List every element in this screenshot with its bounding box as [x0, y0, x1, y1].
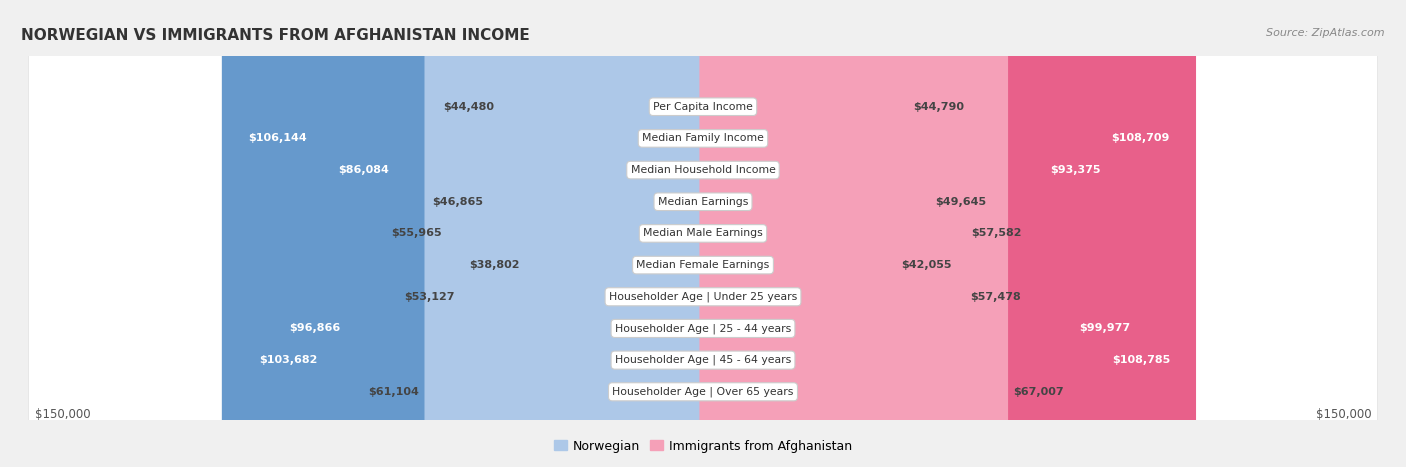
FancyBboxPatch shape	[28, 0, 1378, 467]
FancyBboxPatch shape	[699, 0, 896, 467]
Text: $108,785: $108,785	[1112, 355, 1170, 365]
Text: Median Earnings: Median Earnings	[658, 197, 748, 207]
Text: $53,127: $53,127	[405, 292, 456, 302]
FancyBboxPatch shape	[28, 0, 1378, 467]
Text: $42,055: $42,055	[901, 260, 952, 270]
Text: $150,000: $150,000	[35, 408, 90, 421]
FancyBboxPatch shape	[699, 0, 1195, 467]
FancyBboxPatch shape	[28, 0, 1378, 467]
Legend: Norwegian, Immigrants from Afghanistan: Norwegian, Immigrants from Afghanistan	[550, 435, 856, 458]
FancyBboxPatch shape	[499, 0, 707, 467]
Text: $150,000: $150,000	[1316, 408, 1371, 421]
FancyBboxPatch shape	[28, 0, 1378, 467]
FancyBboxPatch shape	[28, 0, 1378, 467]
Text: $57,478: $57,478	[970, 292, 1021, 302]
FancyBboxPatch shape	[699, 0, 966, 467]
Text: $93,375: $93,375	[1050, 165, 1101, 175]
FancyBboxPatch shape	[699, 0, 1008, 467]
FancyBboxPatch shape	[488, 0, 707, 467]
Text: Householder Age | Over 65 years: Householder Age | Over 65 years	[612, 387, 794, 397]
FancyBboxPatch shape	[233, 0, 707, 467]
Text: Median Male Earnings: Median Male Earnings	[643, 228, 763, 239]
Text: $108,709: $108,709	[1111, 134, 1170, 143]
Text: Householder Age | Under 25 years: Householder Age | Under 25 years	[609, 291, 797, 302]
Text: Median Household Income: Median Household Income	[630, 165, 776, 175]
Text: $38,802: $38,802	[470, 260, 519, 270]
Text: $106,144: $106,144	[247, 134, 307, 143]
Text: Householder Age | 25 - 44 years: Householder Age | 25 - 44 years	[614, 323, 792, 334]
Text: Per Capita Income: Per Capita Income	[652, 102, 754, 112]
Text: Median Female Earnings: Median Female Earnings	[637, 260, 769, 270]
Text: $46,865: $46,865	[432, 197, 484, 207]
FancyBboxPatch shape	[699, 0, 929, 467]
FancyBboxPatch shape	[524, 0, 707, 467]
Text: $44,790: $44,790	[914, 102, 965, 112]
Text: $57,582: $57,582	[972, 228, 1022, 239]
Text: Source: ZipAtlas.com: Source: ZipAtlas.com	[1267, 28, 1385, 38]
FancyBboxPatch shape	[447, 0, 707, 467]
Text: $96,866: $96,866	[290, 324, 340, 333]
Text: NORWEGIAN VS IMMIGRANTS FROM AFGHANISTAN INCOME: NORWEGIAN VS IMMIGRANTS FROM AFGHANISTAN…	[21, 28, 530, 43]
FancyBboxPatch shape	[28, 0, 1378, 467]
FancyBboxPatch shape	[263, 0, 707, 467]
FancyBboxPatch shape	[699, 0, 1126, 467]
Text: Median Family Income: Median Family Income	[643, 134, 763, 143]
FancyBboxPatch shape	[460, 0, 707, 467]
Text: $44,480: $44,480	[443, 102, 494, 112]
FancyBboxPatch shape	[28, 0, 1378, 467]
Text: $67,007: $67,007	[1014, 387, 1064, 397]
FancyBboxPatch shape	[222, 0, 707, 467]
Text: Householder Age | 45 - 64 years: Householder Age | 45 - 64 years	[614, 355, 792, 365]
FancyBboxPatch shape	[312, 0, 707, 467]
FancyBboxPatch shape	[699, 0, 965, 467]
FancyBboxPatch shape	[28, 0, 1378, 467]
FancyBboxPatch shape	[699, 0, 1197, 467]
Text: $86,084: $86,084	[339, 165, 389, 175]
Text: $61,104: $61,104	[368, 387, 419, 397]
FancyBboxPatch shape	[28, 0, 1378, 467]
FancyBboxPatch shape	[699, 0, 908, 467]
FancyBboxPatch shape	[699, 0, 1156, 467]
Text: $55,965: $55,965	[392, 228, 443, 239]
FancyBboxPatch shape	[28, 0, 1378, 467]
Text: $103,682: $103,682	[259, 355, 318, 365]
Text: $49,645: $49,645	[935, 197, 987, 207]
Text: $99,977: $99,977	[1080, 324, 1130, 333]
FancyBboxPatch shape	[425, 0, 707, 467]
